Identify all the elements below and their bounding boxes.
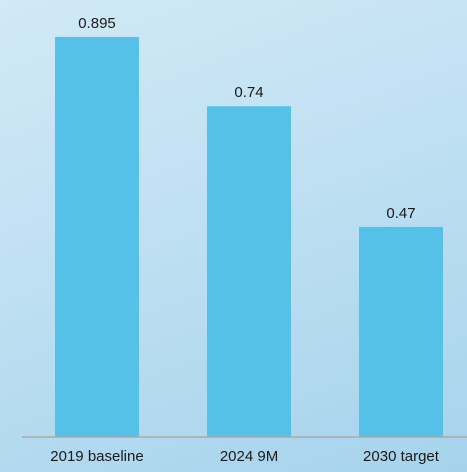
labels-group: 0.895 2019 baseline 0.74 2024 9M 0.47 2030 ta… <box>50 15 439 465</box>
bar-2 <box>359 226 443 437</box>
category-label-1: 2024 9M <box>220 448 278 465</box>
value-label-0: 0.895 <box>78 15 116 32</box>
value-label-1: 0.74 <box>234 84 263 101</box>
category-label-2: 2030 target <box>363 448 440 465</box>
value-label-2: 0.47 <box>386 205 415 222</box>
bar-1 <box>207 106 291 437</box>
bars-group <box>55 36 443 438</box>
bar-0 <box>55 36 139 438</box>
category-label-0: 2019 baseline <box>50 448 143 465</box>
